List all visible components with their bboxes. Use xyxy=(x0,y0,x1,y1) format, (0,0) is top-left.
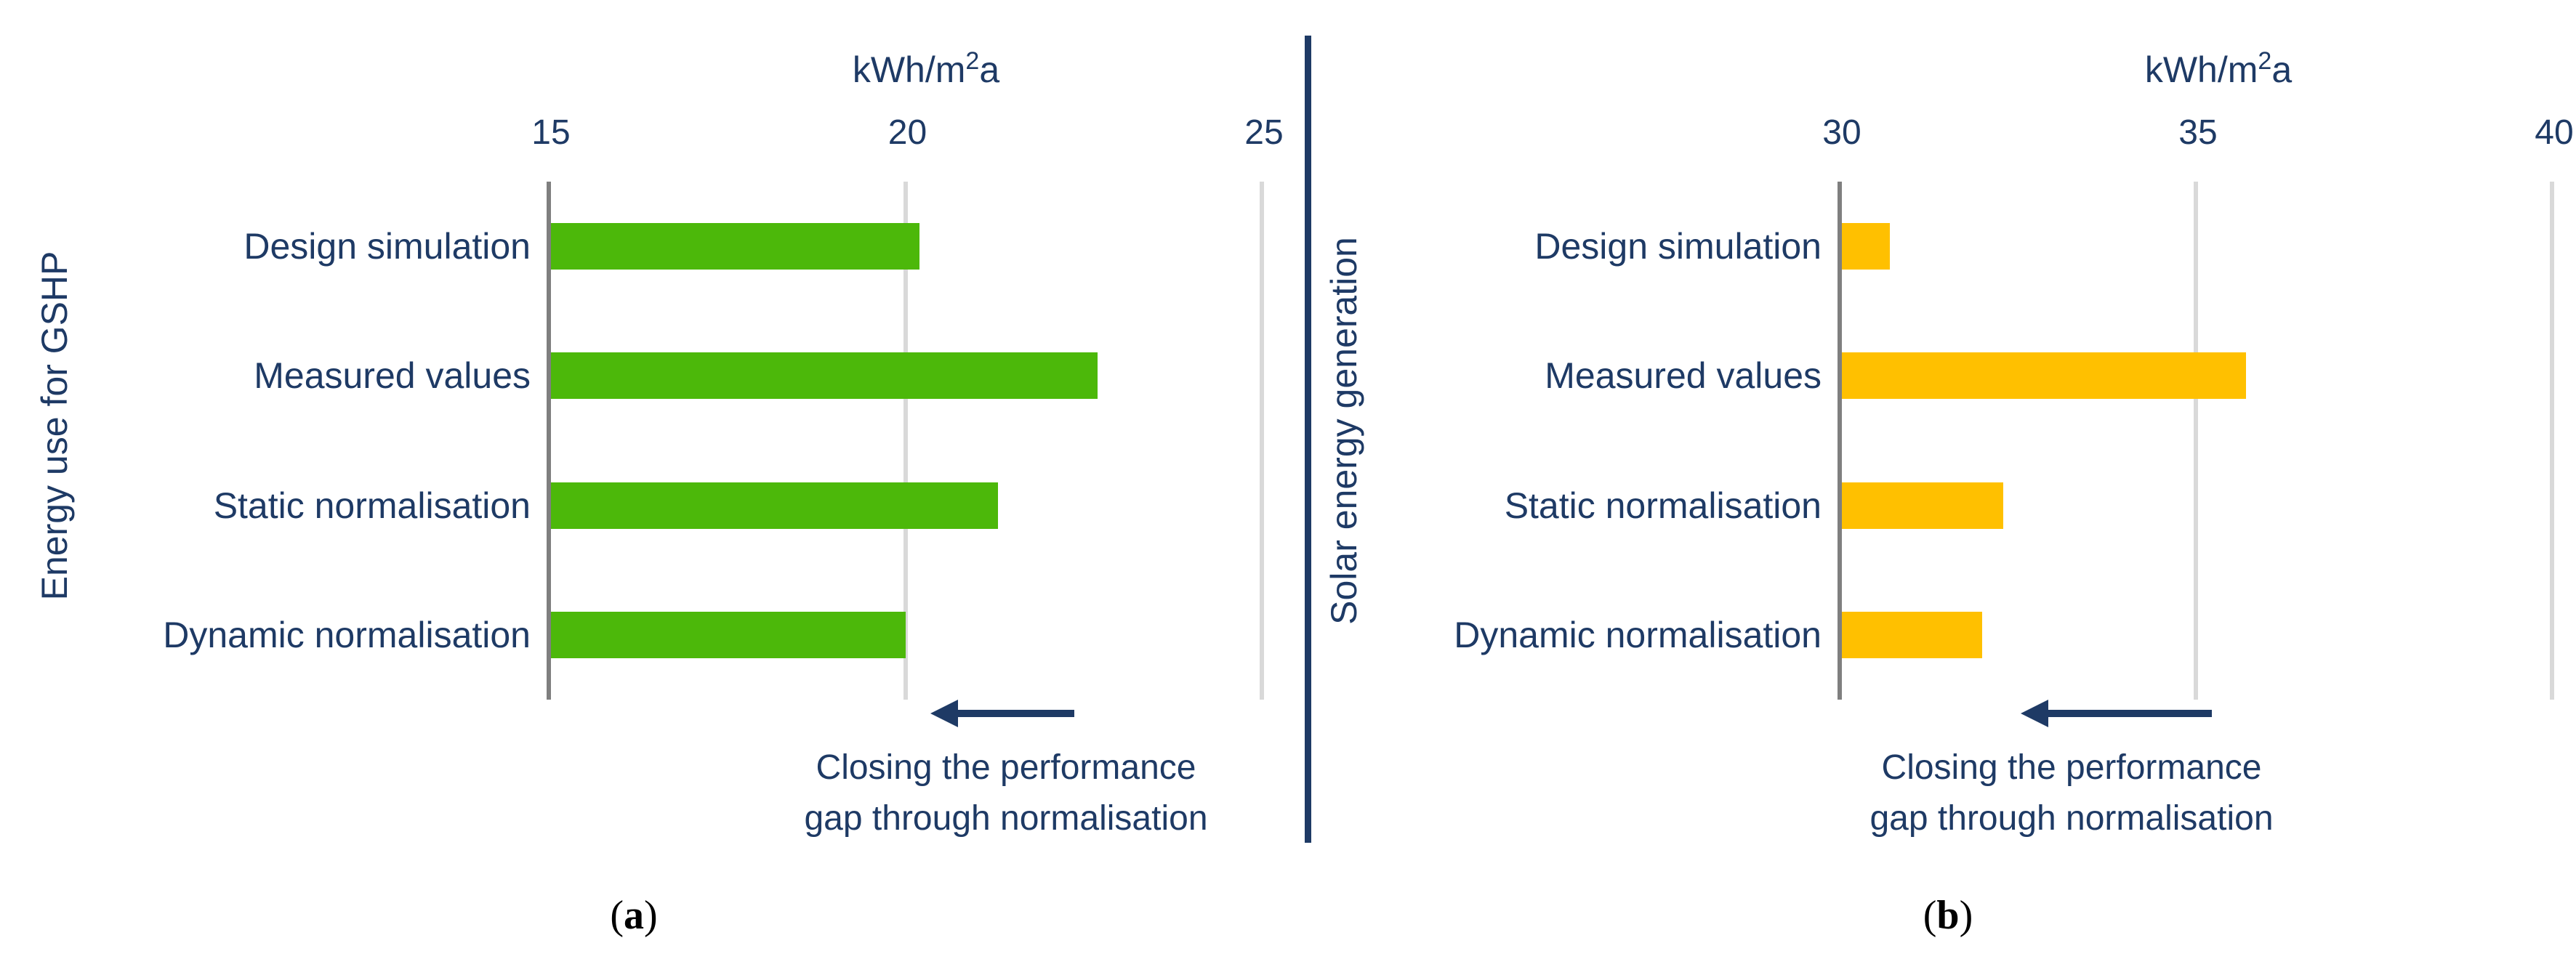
x-tick-label: 30 xyxy=(1822,113,1861,152)
annotation-line-2: gap through normalisation xyxy=(1869,799,2274,838)
bar-dynamic-normalisation xyxy=(1842,611,1982,658)
bar-static-normalisation xyxy=(1842,482,2004,529)
category-label: Measured values xyxy=(254,355,531,397)
unit-superscript: 2 xyxy=(965,47,980,76)
gridline xyxy=(903,182,908,700)
bar-measured-values xyxy=(1842,352,2246,400)
panel-caption-a: (a) xyxy=(610,892,657,939)
caption-paren-open: ( xyxy=(1923,893,1937,938)
gridline xyxy=(2194,182,2198,700)
right-arrow-tail xyxy=(2042,710,2212,717)
unit-base: kWh/m xyxy=(2144,49,2258,90)
category-label: Dynamic normalisation xyxy=(163,614,531,655)
axis-line xyxy=(1838,182,1842,700)
category-label: Dynamic normalisation xyxy=(1454,614,1822,655)
gridline xyxy=(2550,182,2554,700)
gridline xyxy=(1260,182,1264,700)
annotation-line-2: gap through normalisation xyxy=(804,799,1208,838)
x-tick-label: 40 xyxy=(2535,113,2574,152)
bar-design-simulation xyxy=(1842,223,1890,270)
unit-base: kWh/m xyxy=(852,49,966,90)
category-label: Measured values xyxy=(1545,355,1822,397)
x-axis-unit-label-left: kWh/m2a xyxy=(853,47,999,91)
plot-area-left xyxy=(547,182,1264,700)
panel-divider xyxy=(1305,36,1311,843)
unit-tail: a xyxy=(2271,49,2293,90)
annotation-left: Closing the performance gap through norm… xyxy=(534,743,1478,844)
left-arrow-icon xyxy=(930,700,958,727)
bar-measured-values xyxy=(551,352,1098,400)
caption-paren-close: ) xyxy=(1959,893,1973,938)
x-tick-label: 25 xyxy=(1244,113,1284,152)
bar-design-simulation xyxy=(551,223,920,270)
annotation-line-1: Closing the performance xyxy=(816,748,1196,787)
bar-dynamic-normalisation xyxy=(551,611,906,658)
x-tick-label: 35 xyxy=(2178,113,2218,152)
x-tick-label: 15 xyxy=(531,113,571,152)
category-label: Design simulation xyxy=(243,226,531,267)
category-label: Static normalisation xyxy=(1504,485,1822,526)
unit-superscript: 2 xyxy=(2258,47,2272,76)
caption-letter: b xyxy=(1936,893,1960,938)
x-tick-label: 20 xyxy=(887,113,927,152)
annotation-right: Closing the performance gap through norm… xyxy=(1599,743,2544,844)
x-axis-unit-label-right: kWh/m2a xyxy=(2145,47,2292,91)
right-arrow-icon xyxy=(2021,700,2048,727)
category-label: Static normalisation xyxy=(213,485,531,526)
caption-paren-close: ) xyxy=(644,893,658,938)
caption-paren-open: ( xyxy=(610,893,624,938)
annotation-line-1: Closing the performance xyxy=(1881,748,2262,787)
panel-caption-b: (b) xyxy=(1923,892,1973,939)
bar-static-normalisation xyxy=(551,482,999,529)
y-axis-title-right: Solar energy generation xyxy=(1324,237,1364,625)
left-arrow-tail xyxy=(952,710,1074,717)
plot-area-right xyxy=(1838,182,2554,700)
unit-tail: a xyxy=(979,49,1000,90)
caption-letter: a xyxy=(624,893,644,938)
y-axis-title-left: Energy use for GSHP xyxy=(34,251,75,601)
axis-line xyxy=(547,182,551,700)
category-label: Design simulation xyxy=(1534,226,1822,267)
